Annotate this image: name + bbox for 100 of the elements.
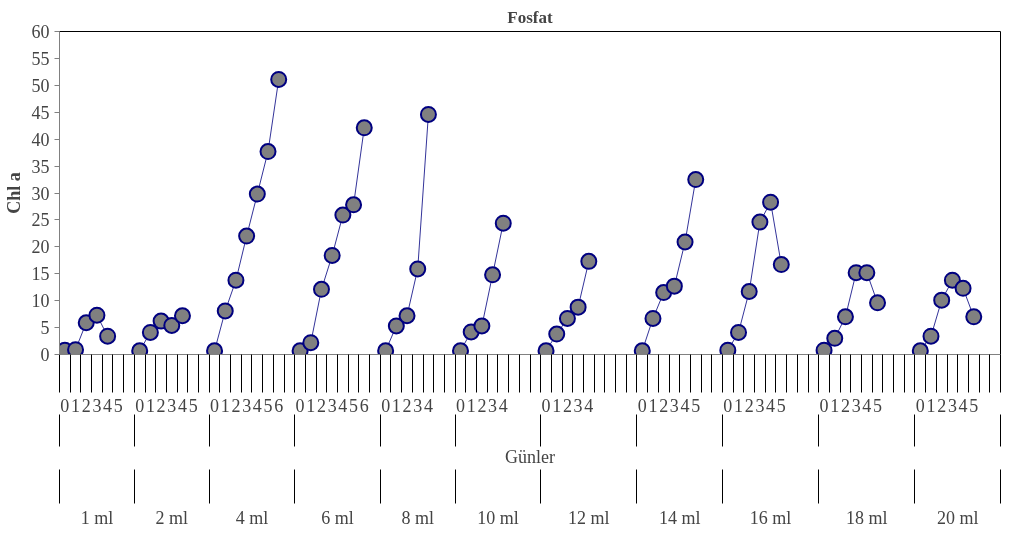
x-tick-label: 3 <box>242 395 252 416</box>
text: 6 ml <box>321 507 354 528</box>
x-tick-label: 3 <box>573 395 583 416</box>
x-tick-label: 3 <box>947 395 957 416</box>
point <box>67 341 85 355</box>
x-tick-label: 5 <box>263 395 273 416</box>
text: 4 ml <box>235 507 269 528</box>
point <box>687 171 705 189</box>
point <box>238 227 256 245</box>
point <box>644 309 662 327</box>
y-tick-label: 25 <box>31 210 50 231</box>
x-tick-label: 3 <box>851 395 861 416</box>
x-tick-label: 2 <box>937 395 947 416</box>
point <box>270 70 288 88</box>
point <box>398 307 416 325</box>
x-tick-label: 4 <box>498 395 508 416</box>
x-tick-label: 0 <box>381 395 391 416</box>
x-tick-label: 3 <box>755 395 765 416</box>
point <box>216 302 234 320</box>
x-tick-label: 3 <box>413 395 423 416</box>
x-tick-label: 1 <box>926 395 936 416</box>
x-tick-label: 1 <box>391 395 401 416</box>
point <box>355 119 373 137</box>
y-tick-label: 60 <box>31 22 50 42</box>
point <box>484 266 502 284</box>
x-tick-label: 4 <box>862 395 872 416</box>
point <box>473 317 491 335</box>
y-tick-label: 15 <box>31 264 50 285</box>
point <box>99 327 117 345</box>
y-tick-label: 55 <box>31 48 50 69</box>
x-tick-label: 4 <box>766 395 776 416</box>
x-tick-label: 5 <box>873 395 883 416</box>
point <box>762 193 780 211</box>
y-axis-title: Chl a <box>3 172 24 214</box>
x-tick-label: 1 <box>648 395 658 416</box>
x-tick-label: 2 <box>840 395 850 416</box>
y-tick-label: 30 <box>31 183 50 204</box>
x-tick-label: 3 <box>167 395 177 416</box>
point <box>922 327 940 345</box>
x-tick-label: 4 <box>252 395 262 416</box>
point <box>259 143 277 161</box>
y-tick-label: 35 <box>31 156 50 177</box>
x-tick-label: 2 <box>316 395 326 416</box>
point <box>345 196 363 214</box>
text: 20 ml <box>936 507 979 528</box>
x-tick-label: 4 <box>177 395 187 416</box>
point <box>387 317 405 335</box>
x-tick-label: 1 <box>71 395 81 416</box>
point <box>141 323 159 341</box>
point <box>419 105 437 123</box>
y-tick-label: 20 <box>31 237 50 258</box>
x-tick-label: 5 <box>188 395 198 416</box>
y-tick-label: 10 <box>31 291 50 312</box>
point <box>302 334 320 352</box>
x-tick-label: 2 <box>156 395 166 416</box>
x-tick-label: 5 <box>113 395 123 416</box>
x-tick-label: 2 <box>744 395 754 416</box>
x-tick-label: 4 <box>584 395 594 416</box>
x-tick-label: 1 <box>466 395 476 416</box>
chart-title: Fosfat <box>507 7 553 27</box>
text: 12 ml <box>568 507 610 528</box>
x-tick-label: 1 <box>220 395 230 416</box>
point <box>933 291 951 309</box>
x-tick-label: 2 <box>231 395 241 416</box>
y-tick-label: 50 <box>31 75 50 96</box>
point <box>173 307 191 325</box>
text: 1 ml <box>80 507 114 528</box>
point <box>815 341 833 355</box>
text: 16 ml <box>749 507 792 528</box>
y-tick-label: 0 <box>40 345 50 365</box>
x-tick-label: 2 <box>659 395 669 416</box>
x-tick-label: 0 <box>60 395 70 416</box>
x-tick-label: 3 <box>327 395 337 416</box>
x-tick-label: 4 <box>958 395 968 416</box>
point <box>740 283 758 300</box>
y-tick-label: 5 <box>40 318 50 339</box>
point <box>569 298 587 316</box>
x-tick-label: 1 <box>306 395 316 416</box>
x-tick-label: 6 <box>359 395 369 416</box>
point <box>836 308 854 326</box>
point <box>323 246 341 264</box>
x-tick-label: 6 <box>274 395 284 416</box>
point <box>494 214 512 232</box>
point <box>312 280 330 298</box>
point <box>580 252 598 270</box>
x-tick-label: 0 <box>915 395 925 416</box>
point <box>334 206 352 224</box>
x-tick-label: 2 <box>402 395 412 416</box>
point <box>943 271 961 289</box>
x-axis-title: Günler <box>505 446 555 467</box>
point <box>719 341 737 355</box>
x-tick-label: 0 <box>295 395 305 416</box>
point <box>248 185 266 203</box>
point <box>965 308 983 326</box>
x-tick-label: 3 <box>92 395 102 416</box>
x-tick-label: 4 <box>338 395 348 416</box>
x-tick-label: 4 <box>680 395 690 416</box>
x-tick-label: 2 <box>477 395 487 416</box>
point <box>676 233 694 251</box>
x-tick-label: 4 <box>423 395 433 416</box>
